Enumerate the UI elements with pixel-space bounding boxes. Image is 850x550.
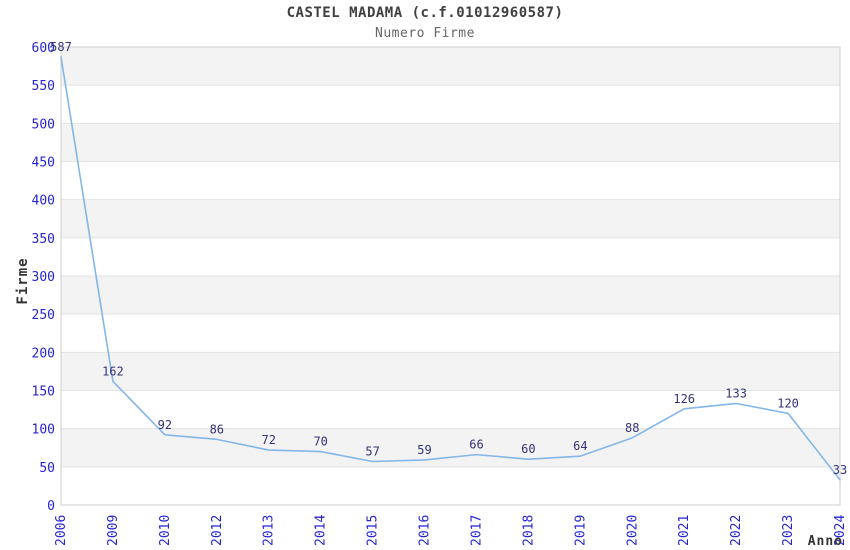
y-tick-label: 0 [47,499,55,514]
y-tick-label: 350 [32,232,55,247]
x-tick-label: 2024 [833,515,848,546]
y-axis-label: Firme [15,257,31,304]
y-tick-label: 200 [32,346,55,361]
data-point-label: 162 [102,364,124,378]
chart-title: CASTEL MADAMA (c.f.01012960587) [286,5,564,21]
plot-band [61,123,840,162]
plot-band [61,428,840,467]
data-point-label: 33 [833,463,847,477]
data-point-label: 57 [365,444,379,458]
data-point-label: 70 [313,435,327,449]
data-series-line [60,56,841,481]
y-tick-label: 500 [32,117,55,132]
y-tick-label: 300 [32,270,55,285]
y-tick-label: 100 [32,423,55,438]
data-point-label: 59 [417,443,431,457]
y-tick-label: 400 [32,194,55,209]
y-tick-label: 550 [32,79,55,94]
x-tick-label: 2014 [314,515,329,546]
x-tick-label: 2010 [158,515,173,546]
y-tick-label: 600 [32,41,55,56]
plot-band [61,276,840,315]
x-tick-label: 2006 [54,515,69,546]
x-tick-label: 2021 [677,515,692,546]
plot-band [61,47,840,86]
plot-border [60,46,841,506]
y-tick-label: 450 [32,156,55,171]
x-tick-label: 2009 [106,515,121,546]
x-tick-label: 2012 [210,515,225,546]
data-point-label: 86 [210,422,224,436]
data-point-label: 88 [625,421,639,435]
x-tick-label: 2023 [781,515,796,546]
x-tick-label: 2020 [625,515,640,546]
x-axis-label: Anno [808,534,843,549]
data-point-label: 133 [725,386,747,400]
x-tick-label: 2015 [366,515,381,546]
plot-band [61,352,840,391]
data-point-label: 587 [50,40,72,54]
x-tick-label: 2018 [521,515,536,546]
x-tick-label: 2013 [262,515,277,546]
data-point-label: 92 [158,418,172,432]
data-point-label: 120 [777,396,799,410]
chart-subtitle: Numero Firme [375,26,475,41]
data-point-label: 126 [673,392,695,406]
data-point-label: 60 [521,442,535,456]
x-tick-label: 2016 [418,515,433,546]
y-tick-label: 150 [32,385,55,400]
plot-band [61,199,840,238]
y-tick-label: 50 [39,461,55,476]
data-point-label: 72 [262,433,276,447]
data-point-label: 66 [469,438,483,452]
x-tick-label: 2022 [729,515,744,546]
y-tick-label: 250 [32,308,55,323]
data-point-label: 64 [573,439,587,453]
x-tick-label: 2017 [469,515,484,546]
x-tick-label: 2019 [573,515,588,546]
